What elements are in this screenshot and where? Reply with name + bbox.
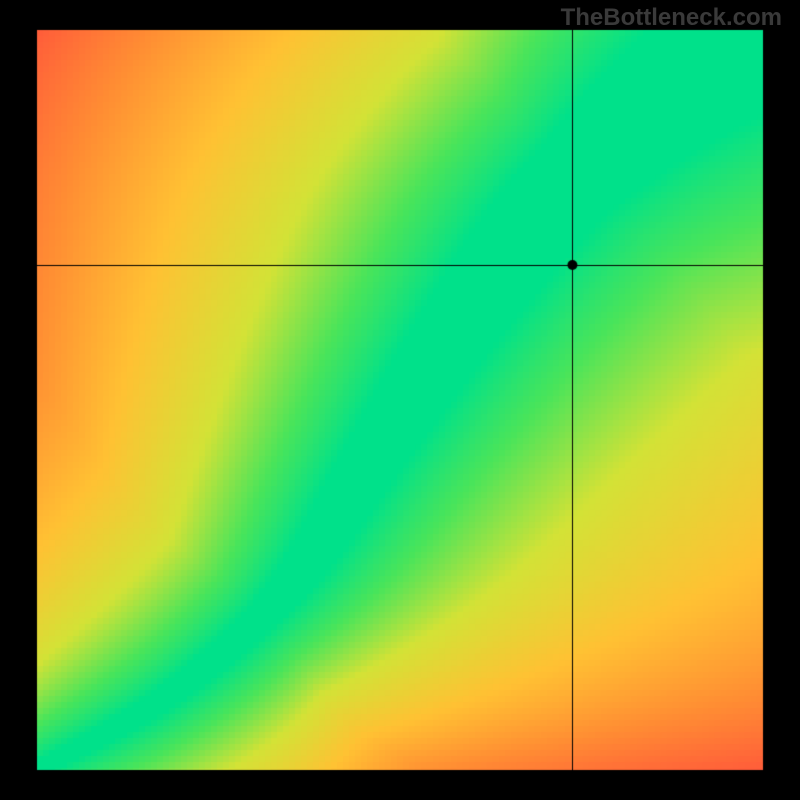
watermark-text: TheBottleneck.com (561, 4, 782, 32)
bottleneck-heatmap-container: { "watermark": "TheBottleneck.com", "can… (0, 0, 800, 800)
bottleneck-heatmap-canvas (0, 0, 800, 800)
